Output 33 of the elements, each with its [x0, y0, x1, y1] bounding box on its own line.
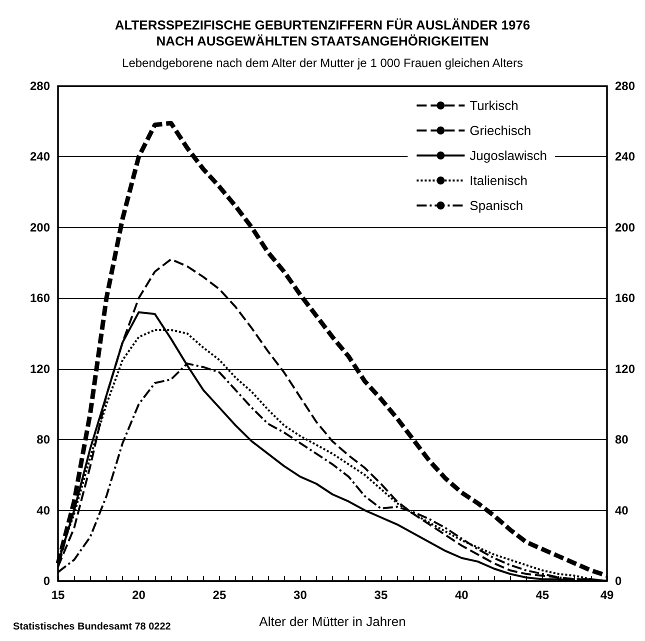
x-tick-label: 45 — [536, 588, 550, 602]
x-axis-title: Alter der Mütter in Jahren — [259, 614, 406, 629]
y2-tick-label: 80 — [615, 432, 629, 447]
legend-label: Jugoslawisch — [470, 148, 548, 163]
y2-tick-label: 120 — [615, 362, 636, 376]
y2-tick-label: 160 — [615, 291, 636, 306]
chart-title: ALTERSSPEZIFISCHE GEBURTENZIFFERN FÜR AUSLÄNDER 1976 NACH AUSGEWÄHLTEN STAATSANGEHÖRIGKEITEN — [114, 18, 530, 48]
x-tick-label: 25 — [212, 588, 226, 602]
x-tick-label: 35 — [374, 588, 388, 602]
y-tick-label: 200 — [30, 220, 50, 234]
legend-label: Spanisch — [470, 198, 524, 213]
y2-tick-label: 280 — [615, 79, 636, 93]
y-tick-label: 40 — [36, 503, 50, 518]
y-tick-label: 280 — [30, 79, 50, 93]
chart-subtitle: Lebendgeborene nach dem Alter der Mutter je 1 000 Frauen gleichen Alters — [122, 56, 523, 70]
y-tick-label: 80 — [36, 432, 50, 447]
y-tick-label: 160 — [30, 291, 50, 306]
x-tick-label: 49 — [600, 588, 614, 602]
legend-label: Griechisch — [470, 123, 532, 138]
y2-tick-label: 0 — [615, 574, 622, 588]
y-tick-label: 240 — [30, 150, 50, 164]
y-tick-label: 120 — [30, 362, 50, 376]
legend-label: Turkisch — [470, 98, 518, 113]
y2-tick-label: 240 — [615, 150, 636, 164]
y2-tick-label: 40 — [615, 503, 629, 518]
y-tick-label: 0 — [43, 574, 50, 588]
legend-label: Italienisch — [470, 173, 528, 188]
x-tick-label: 30 — [294, 588, 308, 602]
y2-tick-label: 200 — [615, 220, 636, 234]
x-tick-label: 40 — [454, 588, 469, 602]
text: Statistisches Bundesamt 78 0222 — [13, 622, 172, 632]
x-tick-label: 20 — [132, 588, 146, 602]
x-tick-label: 15 — [51, 588, 65, 602]
